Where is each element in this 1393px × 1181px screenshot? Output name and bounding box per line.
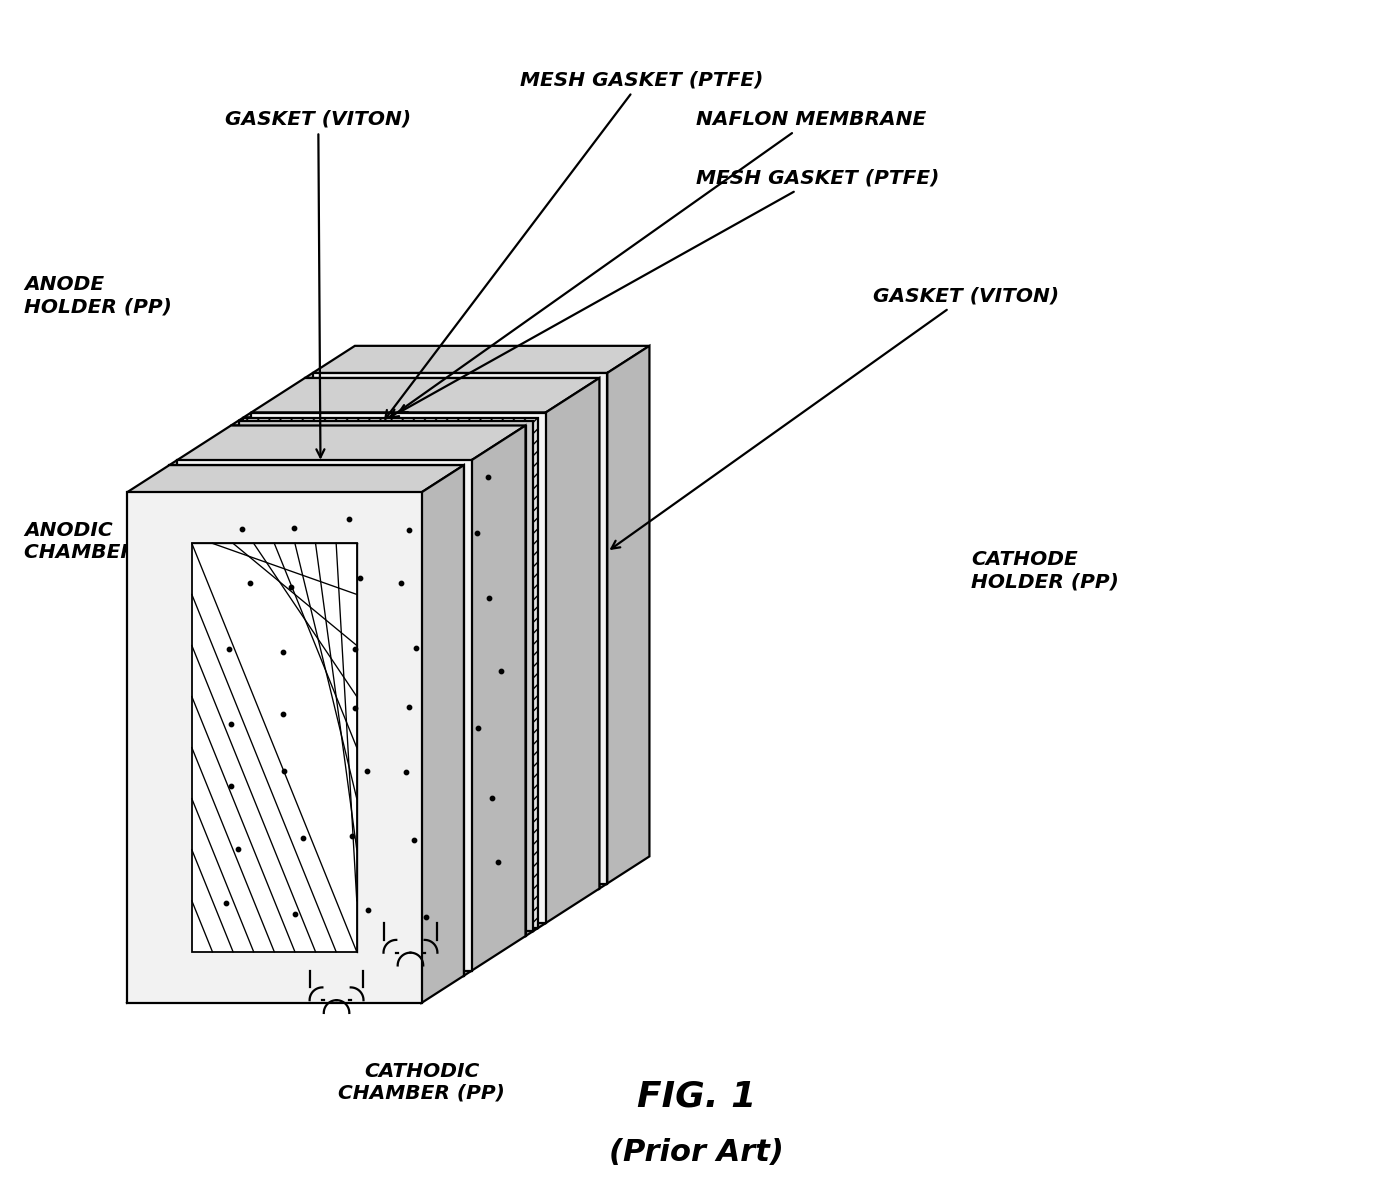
Text: GASKET (VITON): GASKET (VITON) bbox=[612, 287, 1059, 549]
Polygon shape bbox=[305, 378, 599, 888]
Text: ANODE
HOLDER (PP): ANODE HOLDER (PP) bbox=[24, 275, 171, 317]
Point bbox=[293, 828, 315, 847]
Polygon shape bbox=[422, 465, 464, 1003]
Point bbox=[344, 640, 366, 659]
Point bbox=[397, 521, 419, 540]
Point bbox=[347, 521, 369, 540]
Point bbox=[390, 574, 412, 593]
Point bbox=[272, 642, 294, 661]
Point bbox=[414, 907, 436, 926]
Point bbox=[364, 651, 386, 670]
Text: CATHODE
HOLDER (PP): CATHODE HOLDER (PP) bbox=[971, 550, 1120, 592]
Point bbox=[369, 474, 391, 492]
Point bbox=[283, 518, 305, 537]
Polygon shape bbox=[534, 418, 538, 931]
Point bbox=[291, 589, 313, 608]
Point bbox=[309, 469, 332, 488]
Point bbox=[272, 705, 294, 724]
Polygon shape bbox=[599, 373, 607, 888]
Point bbox=[220, 715, 242, 733]
Point bbox=[309, 857, 332, 876]
Point bbox=[357, 901, 379, 920]
Point bbox=[302, 524, 325, 543]
Text: (Prior Art): (Prior Art) bbox=[609, 1137, 784, 1167]
Point bbox=[343, 723, 365, 742]
Polygon shape bbox=[251, 378, 599, 412]
Point bbox=[297, 784, 319, 803]
Point bbox=[348, 568, 371, 587]
Polygon shape bbox=[177, 425, 525, 461]
Polygon shape bbox=[251, 412, 546, 924]
Point bbox=[394, 763, 417, 782]
Point bbox=[238, 574, 260, 593]
Polygon shape bbox=[170, 465, 464, 976]
Point bbox=[408, 724, 430, 743]
Polygon shape bbox=[244, 418, 538, 928]
Polygon shape bbox=[312, 373, 607, 883]
Point bbox=[428, 595, 450, 614]
Point bbox=[341, 827, 364, 846]
Point bbox=[397, 698, 419, 717]
Point bbox=[217, 640, 240, 659]
Text: FIG. 1: FIG. 1 bbox=[637, 1079, 756, 1114]
Point bbox=[361, 784, 383, 803]
Point bbox=[404, 533, 426, 552]
Polygon shape bbox=[192, 543, 357, 952]
Point bbox=[231, 520, 254, 539]
Point bbox=[411, 781, 433, 800]
Polygon shape bbox=[464, 461, 472, 976]
Point bbox=[273, 762, 295, 781]
Point bbox=[481, 789, 503, 808]
Polygon shape bbox=[378, 424, 542, 833]
Point bbox=[344, 698, 366, 717]
Point bbox=[357, 599, 379, 618]
Point bbox=[465, 523, 488, 542]
Point bbox=[227, 840, 249, 859]
Polygon shape bbox=[525, 420, 534, 937]
Polygon shape bbox=[231, 425, 525, 937]
Point bbox=[280, 578, 302, 596]
Point bbox=[405, 639, 428, 658]
Polygon shape bbox=[177, 461, 472, 971]
Polygon shape bbox=[538, 412, 546, 928]
Polygon shape bbox=[127, 492, 422, 1003]
Point bbox=[418, 842, 440, 861]
Point bbox=[488, 853, 510, 872]
Point bbox=[478, 589, 500, 608]
Point bbox=[215, 894, 237, 913]
Point bbox=[284, 905, 306, 924]
Polygon shape bbox=[238, 418, 538, 420]
Point bbox=[467, 718, 489, 737]
Polygon shape bbox=[312, 346, 649, 373]
Text: CATHODIC
CHAMBER (PP): CATHODIC CHAMBER (PP) bbox=[338, 1062, 506, 1103]
Polygon shape bbox=[244, 412, 546, 418]
Polygon shape bbox=[170, 461, 472, 465]
Point bbox=[476, 468, 499, 487]
Text: GASKET (VITON): GASKET (VITON) bbox=[226, 110, 411, 457]
Polygon shape bbox=[231, 420, 534, 425]
Point bbox=[403, 830, 425, 849]
Point bbox=[355, 762, 378, 781]
Point bbox=[301, 651, 323, 670]
Point bbox=[490, 661, 513, 680]
Polygon shape bbox=[127, 465, 464, 492]
Polygon shape bbox=[305, 373, 607, 378]
Polygon shape bbox=[238, 420, 534, 931]
Polygon shape bbox=[472, 425, 525, 971]
Point bbox=[411, 667, 433, 686]
Point bbox=[428, 458, 450, 477]
Text: MESH GASKET (PTFE): MESH GASKET (PTFE) bbox=[386, 71, 763, 419]
Text: MESH GASKET (PTFE): MESH GASKET (PTFE) bbox=[398, 169, 940, 412]
Point bbox=[361, 852, 383, 870]
Text: ANODIC
CHAMBER (PP): ANODIC CHAMBER (PP) bbox=[24, 521, 191, 562]
Text: NAFLON MEMBRANE: NAFLON MEMBRANE bbox=[390, 110, 926, 418]
Point bbox=[312, 729, 334, 748]
Polygon shape bbox=[607, 346, 649, 883]
Point bbox=[337, 510, 359, 529]
Point bbox=[220, 777, 242, 796]
Polygon shape bbox=[546, 378, 599, 924]
